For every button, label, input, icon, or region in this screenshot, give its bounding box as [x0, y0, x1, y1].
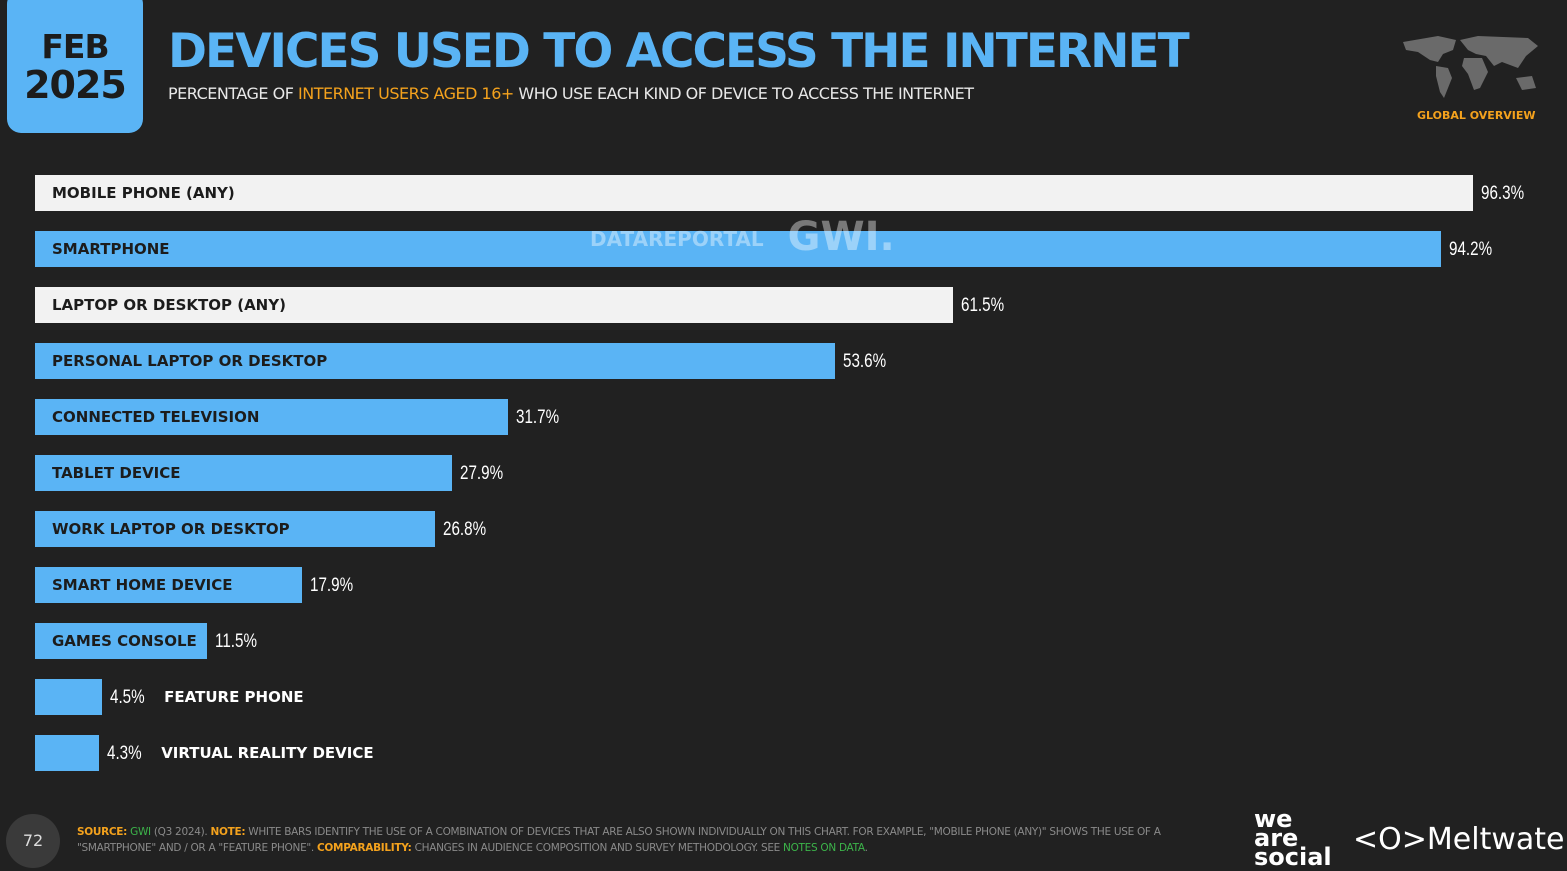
- value-label: 11.5%: [214, 631, 257, 652]
- world-map-icon: [1403, 36, 1538, 98]
- region-label: GLOBAL OVERVIEW: [1417, 109, 1536, 122]
- category-label: GAMES CONSOLE: [52, 632, 197, 650]
- value-label: 27.9%: [459, 463, 503, 484]
- value-label: 4.5%: [110, 687, 145, 708]
- category-label: SMART HOME DEVICE: [52, 576, 233, 594]
- page-number: 72: [6, 814, 60, 868]
- category-label: PERSONAL LAPTOP OR DESKTOP: [52, 352, 328, 370]
- value-label: 94.2%: [1449, 239, 1493, 260]
- category-label: LAPTOP OR DESKTOP (ANY): [52, 296, 286, 314]
- bar: [35, 679, 103, 715]
- gwi-watermark: GWI.: [787, 214, 895, 260]
- value-label: 61.5%: [961, 295, 1005, 316]
- category-label: VIRTUAL REALITY DEVICE: [161, 744, 374, 762]
- bar: [35, 287, 954, 323]
- value-label: 17.9%: [310, 575, 354, 596]
- chart-subtitle: PERCENTAGE OF INTERNET USERS AGED 16+ WH…: [168, 84, 974, 103]
- value-label: 26.8%: [443, 519, 487, 540]
- watermark: DATAREPORTAL GWI.: [590, 214, 895, 260]
- date-badge: FEB 2025: [7, 0, 143, 133]
- dataportal-watermark: DATAREPORTAL: [590, 227, 764, 251]
- we-are-social-logo: we are social: [1254, 805, 1332, 871]
- bar: [35, 343, 836, 379]
- notes-on-data-link[interactable]: NOTES ON DATA: [783, 842, 865, 854]
- bar: [35, 623, 207, 659]
- bar: [35, 399, 509, 435]
- value-label: 31.7%: [516, 407, 560, 428]
- value-label: 53.6%: [843, 351, 887, 372]
- bar: [35, 455, 452, 491]
- bar: [35, 735, 100, 771]
- category-label: FEATURE PHONE: [164, 688, 304, 706]
- footer-note: SOURCE: GWI (Q3 2024). NOTE: WHITE BARS …: [77, 826, 1161, 854]
- bar: [35, 511, 436, 547]
- value-label: 96.3%: [1480, 183, 1524, 204]
- chart-title: DEVICES USED TO ACCESS THE INTERNET: [168, 24, 1190, 79]
- date-year: 2025: [24, 63, 127, 107]
- category-label: MOBILE PHONE (ANY): [52, 184, 235, 202]
- bar: [35, 231, 1442, 267]
- category-label: CONNECTED TELEVISION: [52, 408, 260, 426]
- value-label: 4.3%: [107, 743, 142, 764]
- meltwater-logo: <O>Meltwater: [1353, 822, 1567, 857]
- bar: [35, 175, 1473, 211]
- category-label: SMARTPHONE: [52, 240, 170, 258]
- category-label: TABLET DEVICE: [52, 464, 181, 482]
- bar: [35, 567, 303, 603]
- category-label: WORK LAPTOP OR DESKTOP: [52, 520, 290, 538]
- date-month: FEB: [41, 27, 109, 66]
- meltwater-icon: <O>: [1353, 822, 1427, 857]
